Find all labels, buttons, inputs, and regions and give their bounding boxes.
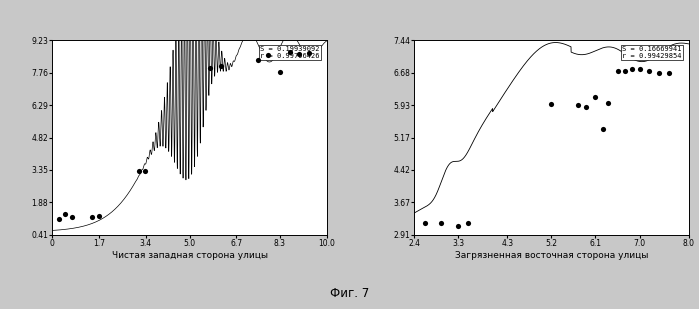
Point [54, 216, 65, 221]
Text: Фиг. 7: Фиг. 7 [330, 287, 369, 300]
Point [580, 105, 591, 110]
Point [634, 66, 645, 71]
Point [572, 103, 584, 108]
Text: S = 0.16669941
r = 0.99429854: S = 0.16669941 r = 0.99429854 [622, 46, 682, 59]
X-axis label: Загрязненная восточная сторона улицы: Загрязненная восточная сторона улицы [455, 251, 648, 260]
Point [612, 68, 623, 73]
Point [94, 213, 105, 218]
Point [453, 223, 464, 228]
Point [134, 169, 145, 174]
Point [597, 126, 608, 131]
Point [435, 221, 447, 226]
Point [87, 214, 98, 219]
Point [602, 100, 613, 105]
Point [284, 50, 295, 55]
Point [262, 53, 273, 58]
Point [303, 50, 315, 55]
Point [294, 51, 305, 56]
Point [546, 102, 557, 107]
Point [140, 169, 151, 174]
Point [663, 70, 675, 75]
Point [205, 66, 216, 71]
Point [463, 221, 474, 226]
X-axis label: Чистая западная сторона улицы: Чистая западная сторона улицы [112, 251, 268, 260]
Text: S = 0.19939092
r = 0.99796426: S = 0.19939092 r = 0.99796426 [260, 46, 319, 59]
Point [644, 68, 655, 73]
Point [252, 57, 264, 62]
Point [66, 214, 77, 219]
Point [419, 221, 431, 226]
Point [590, 95, 601, 99]
Point [626, 66, 637, 71]
Point [59, 212, 71, 217]
Point [275, 70, 286, 75]
Point [619, 68, 630, 73]
Point [654, 70, 665, 75]
Point [215, 64, 226, 69]
